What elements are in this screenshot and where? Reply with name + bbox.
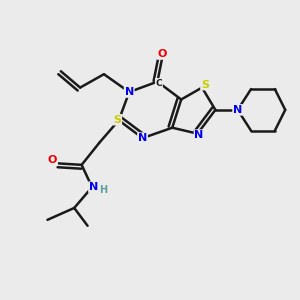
Text: N: N — [194, 130, 204, 140]
Text: N: N — [124, 87, 134, 97]
Text: O: O — [48, 155, 57, 165]
Text: C: C — [156, 79, 162, 88]
Text: N: N — [89, 182, 98, 192]
Text: N: N — [233, 105, 242, 115]
Text: S: S — [113, 115, 121, 125]
Text: S: S — [201, 80, 209, 90]
Text: O: O — [157, 49, 167, 59]
Text: H: H — [99, 184, 107, 194]
Text: N: N — [138, 133, 147, 143]
